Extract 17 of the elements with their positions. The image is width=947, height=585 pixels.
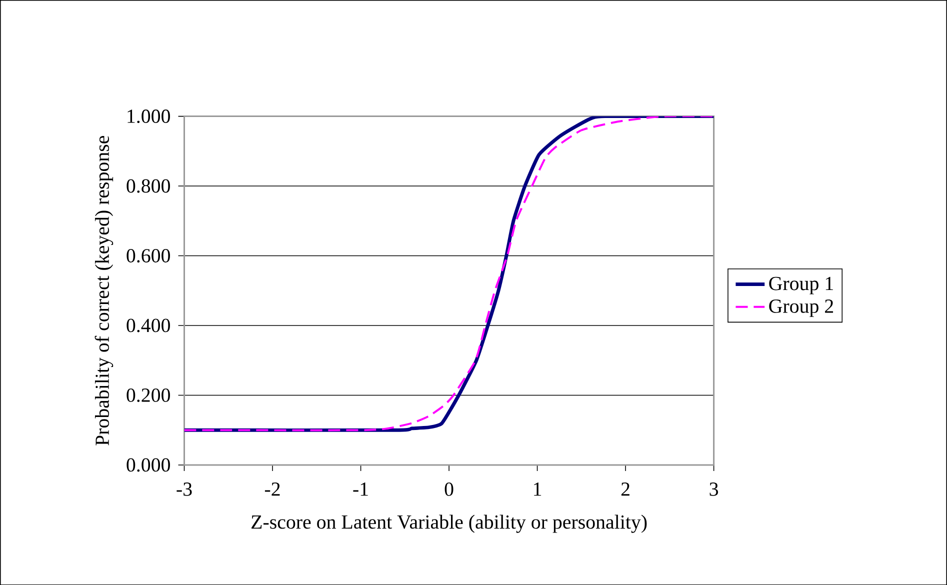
y-tick-label: 1.000 (128, 109, 170, 123)
y-tick-label: 0.400 (126, 318, 170, 332)
x-axis-title: Z-score on Latent Variable (ability or personality) (252, 514, 647, 533)
x-tick-label: -2 (264, 482, 280, 496)
x-tick-label: 3 (710, 482, 718, 496)
y-tick-label: 0.600 (126, 248, 170, 262)
x-tick-label: 1 (534, 482, 542, 496)
y-axis-title: Probability of correct (keyed) response (94, 136, 114, 446)
legend-label: Group 2 (769, 299, 834, 317)
y-tick-label: 0.000 (126, 458, 170, 472)
x-tick-label: -1 (353, 482, 368, 496)
x-tick-label: 2 (621, 482, 630, 496)
y-tick-label: 0.200 (126, 388, 170, 402)
y-tick-label: 0.800 (126, 179, 170, 193)
x-tick-label: 0 (444, 482, 454, 496)
legend-label: Group 1 (769, 276, 833, 294)
x-tick-label: -3 (176, 482, 192, 496)
